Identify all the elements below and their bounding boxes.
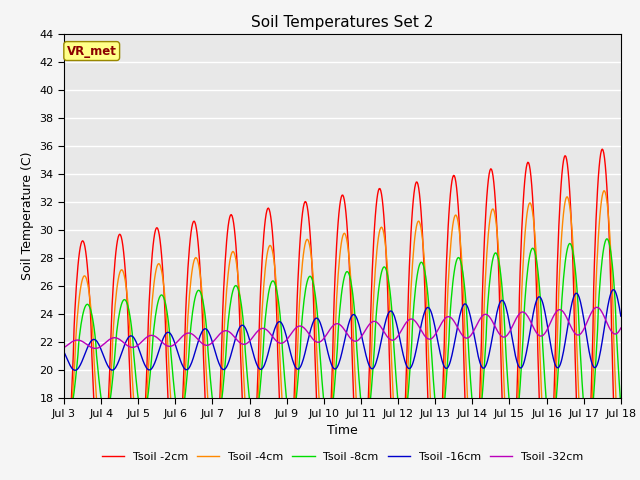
Tsoil -32cm xyxy=(70,338,78,344)
Tsoil -32cm xyxy=(91,346,99,351)
Text: VR_met: VR_met xyxy=(67,45,116,58)
Tsoil -8cm xyxy=(603,236,611,242)
Tsoil -16cm xyxy=(70,367,78,373)
Line: Tsoil -16cm: Tsoil -16cm xyxy=(64,290,621,370)
Tsoil -16cm xyxy=(214,358,222,364)
Tsoil -4cm xyxy=(127,360,135,365)
X-axis label: Time: Time xyxy=(327,424,358,437)
Tsoil -4cm xyxy=(70,370,78,375)
Tsoil -2cm xyxy=(426,463,434,469)
Tsoil -8cm xyxy=(410,300,418,306)
Tsoil -16cm xyxy=(60,349,68,355)
Tsoil -16cm xyxy=(128,333,136,339)
Tsoil -16cm xyxy=(411,353,419,359)
Tsoil -32cm xyxy=(593,304,600,310)
Tsoil -4cm xyxy=(60,442,68,447)
Tsoil -4cm xyxy=(184,314,192,320)
Tsoil -32cm xyxy=(60,345,68,350)
Tsoil -8cm xyxy=(60,395,68,401)
Title: Soil Temperatures Set 2: Soil Temperatures Set 2 xyxy=(252,15,433,30)
Tsoil -8cm xyxy=(617,403,625,408)
Y-axis label: Soil Temperature (C): Soil Temperature (C) xyxy=(20,152,34,280)
Tsoil -2cm xyxy=(214,453,221,459)
Tsoil -4cm xyxy=(214,445,221,451)
Line: Tsoil -4cm: Tsoil -4cm xyxy=(64,191,621,480)
Tsoil -4cm xyxy=(410,242,418,248)
Tsoil -2cm xyxy=(70,325,78,331)
Tsoil -2cm xyxy=(127,408,135,413)
Tsoil -4cm xyxy=(601,188,609,194)
Line: Tsoil -32cm: Tsoil -32cm xyxy=(64,307,621,348)
Tsoil -32cm xyxy=(128,345,136,350)
Tsoil -2cm xyxy=(410,190,418,196)
Tsoil -8cm xyxy=(127,323,135,329)
Tsoil -2cm xyxy=(184,266,192,272)
Tsoil -8cm xyxy=(426,326,434,332)
Tsoil -32cm xyxy=(428,336,435,342)
Tsoil -16cm xyxy=(185,365,193,371)
Tsoil -32cm xyxy=(617,325,625,331)
Legend: Tsoil -2cm, Tsoil -4cm, Tsoil -8cm, Tsoil -16cm, Tsoil -32cm: Tsoil -2cm, Tsoil -4cm, Tsoil -8cm, Tsoi… xyxy=(97,448,588,467)
Tsoil -4cm xyxy=(426,394,434,400)
Tsoil -16cm xyxy=(71,367,79,373)
Tsoil -8cm xyxy=(70,389,78,395)
Tsoil -16cm xyxy=(617,313,625,319)
Tsoil -32cm xyxy=(185,330,193,336)
Line: Tsoil -8cm: Tsoil -8cm xyxy=(64,239,621,436)
Tsoil -32cm xyxy=(411,318,419,324)
Tsoil -2cm xyxy=(598,146,606,152)
Tsoil -8cm xyxy=(184,363,192,369)
Tsoil -8cm xyxy=(584,433,592,439)
Tsoil -8cm xyxy=(214,419,221,424)
Tsoil -16cm xyxy=(428,309,435,315)
Line: Tsoil -2cm: Tsoil -2cm xyxy=(64,149,621,480)
Tsoil -16cm xyxy=(610,287,618,293)
Tsoil -32cm xyxy=(214,333,222,339)
